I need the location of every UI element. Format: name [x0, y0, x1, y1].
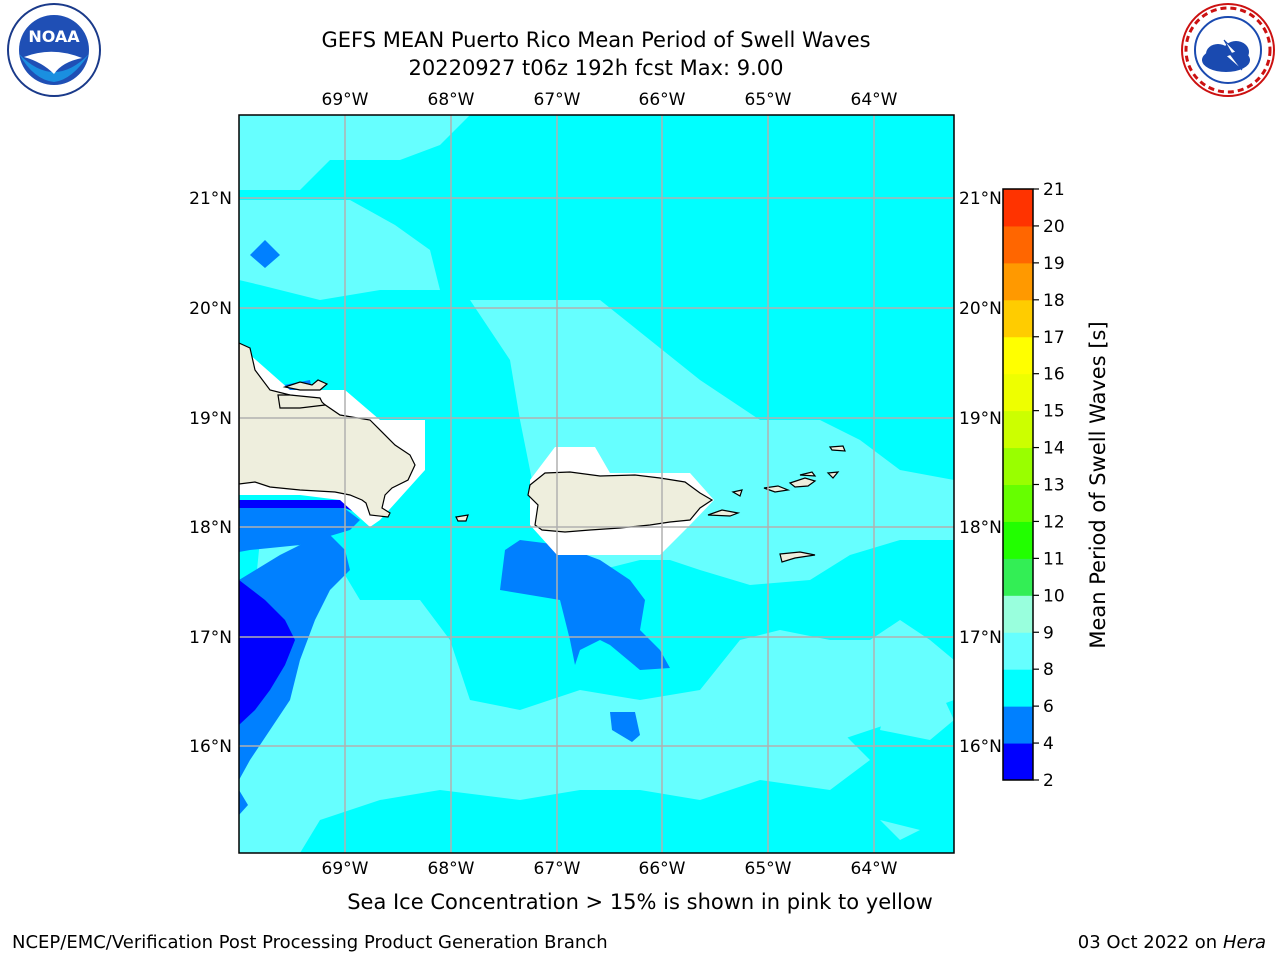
colorbar-tick-label: 20 [1043, 217, 1065, 237]
lon-label: 68°W [428, 90, 475, 110]
colorbar-tick-label: 13 [1043, 476, 1065, 496]
colorbar-segment [1003, 262, 1033, 301]
noaa-logo-text: NOAA [28, 27, 80, 46]
st-thomas-island [763, 485, 791, 493]
lat-label: 18°N [189, 518, 232, 538]
lat-label: 18°N [959, 518, 1002, 538]
colorbar-segment [1003, 706, 1033, 744]
colorbar-segment [1003, 484, 1033, 522]
colorbar-label: Mean Period of Swell Waves [s] [1086, 321, 1110, 648]
colorbar-segment [1003, 225, 1033, 264]
right-lat-labels: 21°N 20°N 19°N 18°N 17°N 16°N [959, 189, 1002, 757]
lon-label: 65°W [745, 859, 792, 879]
colorbar-segment [1003, 336, 1033, 375]
colorbar-tick-label: 16 [1043, 365, 1065, 385]
colorbar-tick-label: 15 [1043, 402, 1065, 422]
sea-ice-note: Sea Ice Concentration > 15% is shown in … [347, 890, 933, 914]
vieques-island [707, 509, 741, 517]
mona-island [455, 514, 469, 522]
noaa-logo: NOAA [7, 3, 101, 97]
colorbar-segment [1003, 410, 1033, 449]
lon-label: 66°W [639, 859, 686, 879]
footer-date-text: 03 Oct 2022 on [1077, 932, 1223, 953]
footer-date: 03 Oct 2022 on Hera [1078, 932, 1266, 953]
colorbar-segment [1003, 189, 1033, 227]
top-lon-labels: 69°W 68°W 67°W 66°W 65°W 64°W [322, 90, 898, 110]
culebra-island [731, 489, 743, 497]
colorbar-tick-label: 4 [1043, 734, 1054, 754]
graticule [239, 115, 954, 853]
virgin-gorda-island [799, 471, 817, 477]
lon-label: 64°W [851, 859, 898, 879]
bottom-lon-labels: 69°W 68°W 67°W 66°W 65°W 64°W [322, 859, 898, 879]
colorbar-tick-label: 18 [1043, 291, 1065, 311]
colorbar-segment [1003, 521, 1033, 559]
lon-label: 65°W [745, 90, 792, 110]
landmasses [239, 342, 846, 563]
lon-label: 66°W [639, 90, 686, 110]
period-2-4-zones [239, 500, 362, 725]
colorbar-tick-label: 11 [1043, 549, 1065, 569]
colorbar-tick-label: 12 [1043, 512, 1065, 532]
colorbar-tick-label: 8 [1043, 660, 1054, 680]
colorbar-segment [1003, 558, 1033, 596]
lon-label: 64°W [851, 90, 898, 110]
lat-label: 20°N [189, 299, 232, 319]
colorbar-segment [1003, 669, 1033, 707]
colorbar-segment [1003, 595, 1033, 633]
colorbar-segment [1003, 632, 1033, 670]
lat-label: 19°N [959, 409, 1002, 429]
lat-label: 16°N [189, 737, 232, 757]
lon-label: 69°W [322, 859, 369, 879]
colorbar-segment [1003, 743, 1033, 781]
anegada-island [828, 445, 846, 452]
map-plot-area [239, 115, 954, 853]
lon-label: 69°W [322, 90, 369, 110]
lon-label: 67°W [534, 859, 581, 879]
colorbar-tick-label: 6 [1043, 697, 1054, 717]
lat-label: 21°N [189, 189, 232, 209]
colorbar-tick-label: 9 [1043, 623, 1054, 643]
colorbar-segment [1003, 299, 1033, 338]
colorbar-tick-label: 19 [1043, 254, 1065, 274]
nws-logo [1181, 3, 1275, 97]
colorbar-tick-label: 21 [1043, 180, 1065, 200]
footer-host: Hera [1222, 932, 1266, 953]
chart-title-line1: GEFS MEAN Puerto Rico Mean Period of Swe… [321, 28, 871, 52]
colorbar-segment [1003, 447, 1033, 485]
lon-label: 68°W [428, 859, 475, 879]
lat-label: 21°N [959, 189, 1002, 209]
lat-label: 17°N [959, 628, 1002, 648]
lon-label: 67°W [534, 90, 581, 110]
colorbar-tick-label: 10 [1043, 586, 1065, 606]
hispaniola-north-inlet [277, 394, 327, 409]
colorbar-tick-label: 14 [1043, 439, 1065, 459]
lat-label: 20°N [959, 299, 1002, 319]
tortuga-island [282, 379, 329, 391]
colorbar-segment [1003, 373, 1033, 412]
colorbar: 2 4 6 8 9 10 11 12 13 14 15 16 17 18 19 20 21 [1002, 180, 1065, 791]
lat-label: 16°N [959, 737, 1002, 757]
anguilla-island [826, 471, 840, 479]
map-frame [238, 114, 955, 854]
lat-label: 17°N [189, 628, 232, 648]
lat-label: 19°N [189, 409, 232, 429]
tortola-island [788, 477, 817, 488]
chart-title-line2: 20220927 t06z 192h fcst Max: 9.00 [408, 56, 784, 80]
left-lat-labels: 21°N 20°N 19°N 18°N 17°N 16°N [189, 189, 232, 757]
footer-credit: NCEP/EMC/Verification Post Processing Pr… [12, 932, 608, 953]
colorbar-tick-label: 2 [1043, 771, 1054, 791]
colorbar-tick-label: 17 [1043, 328, 1065, 348]
st-croix-island [779, 551, 816, 563]
